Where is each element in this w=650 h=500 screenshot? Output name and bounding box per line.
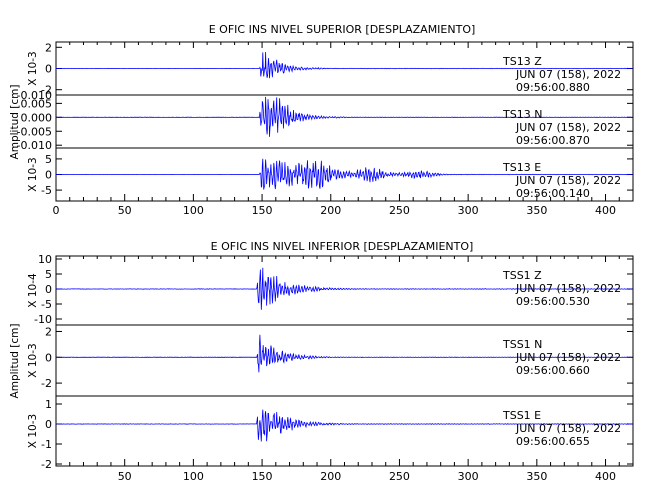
y-tick-label: -5 bbox=[41, 184, 52, 197]
x-tick-label: 50 bbox=[118, 204, 132, 217]
date-label: JUN 07 (158), 2022 bbox=[515, 351, 621, 364]
x-tick-label: 350 bbox=[526, 470, 547, 483]
y-scale-label: X 10-3 bbox=[27, 343, 39, 377]
x-tick-label: 300 bbox=[458, 204, 479, 217]
y-tick-label: 2 bbox=[45, 41, 52, 54]
y-tick-label: -0.005 bbox=[17, 125, 52, 138]
x-tick-label: 150 bbox=[252, 204, 273, 217]
waveform-TSS1-Z bbox=[55, 267, 633, 310]
x-tick-label: 400 bbox=[595, 204, 616, 217]
waveform-TS13-E bbox=[55, 158, 633, 190]
chart-title-inferior: E OFIC INS NIVEL INFERIOR [DESPLAZAMIENT… bbox=[211, 240, 474, 253]
y-tick-label: 2 bbox=[45, 325, 52, 338]
station-label: TSS1 Z bbox=[502, 269, 542, 282]
x-tick-label: 100 bbox=[183, 204, 204, 217]
time-label: 09:56:00.880 bbox=[516, 81, 590, 94]
y-scale-label: X 10-3 bbox=[27, 414, 39, 448]
y-tick-label: 5 bbox=[45, 268, 52, 281]
x-tick-label: 250 bbox=[389, 470, 410, 483]
y-axis-label: Amplitud [cm] bbox=[9, 324, 21, 399]
station-label: TSS1 E bbox=[502, 409, 541, 422]
x-tick-label: 200 bbox=[320, 470, 341, 483]
waveform-TSS1-E bbox=[56, 409, 633, 442]
y-tick-label: -5 bbox=[41, 298, 52, 311]
y-tick-label: 0 bbox=[45, 169, 52, 182]
y-tick-label: 0 bbox=[45, 283, 52, 296]
chart-title-superior: E OFIC INS NIVEL SUPERIOR [DESPLAZAMIENT… bbox=[209, 23, 476, 36]
y-tick-label: 0.005 bbox=[21, 97, 53, 110]
x-tick-label: 300 bbox=[458, 470, 479, 483]
y-tick-label: 10 bbox=[38, 253, 52, 266]
y-scale-label: X 10-3 bbox=[27, 51, 39, 85]
waveform-TS13-Z bbox=[55, 51, 633, 79]
time-label: 09:56:00.660 bbox=[516, 364, 590, 377]
waveform-TSS1-N bbox=[55, 334, 633, 373]
y-tick-label: -10 bbox=[34, 313, 52, 326]
x-tick-label: 250 bbox=[389, 204, 410, 217]
station-label: TS13 E bbox=[502, 161, 541, 174]
x-tick-label: 350 bbox=[526, 204, 547, 217]
y-scale-label: X 10-3 bbox=[27, 157, 39, 191]
station-label: TS13 N bbox=[502, 108, 542, 121]
x-tick-label: 400 bbox=[595, 470, 616, 483]
date-label: JUN 07 (158), 2022 bbox=[515, 121, 621, 134]
x-tick-label: 100 bbox=[183, 470, 204, 483]
date-label: JUN 07 (158), 2022 bbox=[515, 422, 621, 435]
y-tick-label: -1 bbox=[41, 438, 52, 451]
y-tick-label: 0 bbox=[45, 351, 52, 364]
x-tick-label: 200 bbox=[320, 204, 341, 217]
y-tick-label: -2 bbox=[41, 458, 52, 471]
y-tick-label: -2 bbox=[41, 377, 52, 390]
waveform-TS13-N bbox=[56, 96, 633, 137]
date-label: JUN 07 (158), 2022 bbox=[515, 282, 621, 295]
date-label: JUN 07 (158), 2022 bbox=[515, 174, 621, 187]
y-tick-label: -0.010 bbox=[17, 89, 52, 102]
x-tick-label: 50 bbox=[118, 470, 132, 483]
station-label: TSS1 N bbox=[502, 338, 542, 351]
y-tick-label: 1 bbox=[45, 398, 52, 411]
station-label: TS13 Z bbox=[502, 55, 542, 68]
y-tick-label: 0 bbox=[45, 63, 52, 76]
x-tick-label: 150 bbox=[252, 470, 273, 483]
date-label: JUN 07 (158), 2022 bbox=[515, 68, 621, 81]
y-tick-label: -0.010 bbox=[17, 139, 52, 152]
y-tick-label: 0 bbox=[45, 418, 52, 431]
time-label: 09:56:00.140 bbox=[516, 187, 590, 200]
time-label: 09:56:00.655 bbox=[516, 435, 590, 448]
y-scale-label: X 10-4 bbox=[27, 273, 39, 308]
y-axis-label: Amplitud [cm] bbox=[9, 85, 21, 160]
time-label: 09:56:00.530 bbox=[516, 295, 590, 308]
y-tick-label: 5 bbox=[45, 153, 52, 166]
y-tick-label: -2 bbox=[41, 84, 52, 97]
y-tick-label: 0.000 bbox=[21, 111, 53, 124]
x-tick-label: 0 bbox=[53, 204, 60, 217]
time-label: 09:56:00.870 bbox=[516, 134, 590, 147]
